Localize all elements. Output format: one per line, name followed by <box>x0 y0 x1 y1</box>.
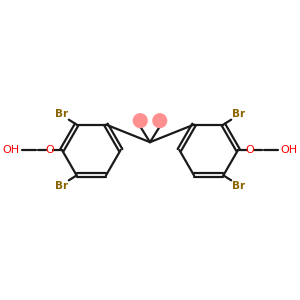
Text: O: O <box>245 145 254 155</box>
Text: O: O <box>46 145 55 155</box>
Text: Br: Br <box>55 109 68 119</box>
Text: Br: Br <box>232 109 245 119</box>
Text: OH: OH <box>280 145 297 155</box>
Text: Br: Br <box>232 181 245 191</box>
Circle shape <box>153 114 166 128</box>
Text: Br: Br <box>55 181 68 191</box>
Circle shape <box>134 114 147 128</box>
Text: OH: OH <box>3 145 20 155</box>
